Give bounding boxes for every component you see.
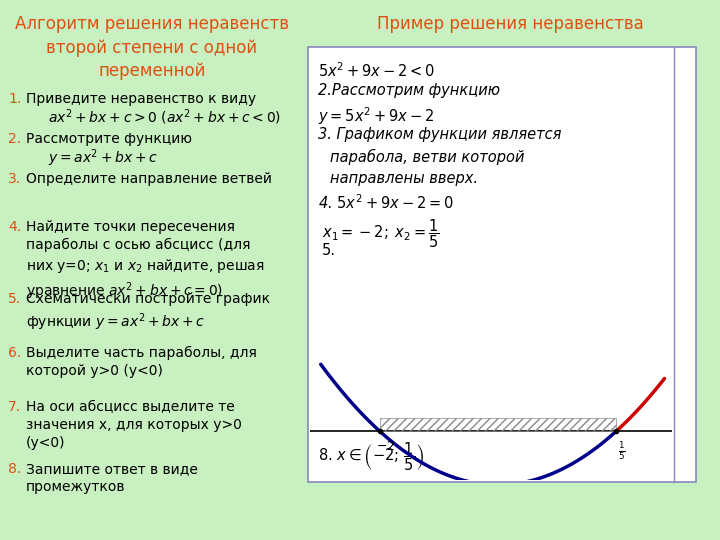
Text: 4.: 4. (8, 220, 21, 234)
Text: Приведите неравенство к виду: Приведите неравенство к виду (26, 92, 256, 106)
Bar (308, 47, 696, 482)
Text: Пример решения неравенства: Пример решения неравенства (377, 15, 644, 33)
Text: $y=5x^2+9x-2$: $y=5x^2+9x-2$ (318, 105, 434, 127)
Text: 8. $x\in\left(-2;\,\dfrac{1}{5}\right)$: 8. $x\in\left(-2;\,\dfrac{1}{5}\right)$ (318, 440, 424, 472)
Text: Схематически постройте график
функции $y=ax^2+bx+c$: Схематически постройте график функции $y… (26, 292, 270, 333)
Text: 2.: 2. (8, 132, 21, 146)
Text: $5x^2+9x-2<0$: $5x^2+9x-2<0$ (318, 61, 435, 80)
Text: 2.Рассмотрим функцию: 2.Рассмотрим функцию (318, 83, 500, 98)
Text: Определите направление ветвей: Определите направление ветвей (26, 172, 272, 186)
Text: $\frac{1}{5}$: $\frac{1}{5}$ (618, 440, 626, 462)
Text: Запишите ответ в виде
промежутков: Запишите ответ в виде промежутков (26, 462, 198, 494)
Text: $-2$: $-2$ (376, 440, 395, 453)
Text: На оси абсцисс выделите те
значения x, для которых y>0
(y<0): На оси абсцисс выделите те значения x, д… (26, 400, 242, 450)
Text: 5.: 5. (322, 243, 336, 258)
Text: 4. $5x^2+9x-2=0$: 4. $5x^2+9x-2=0$ (318, 193, 454, 212)
Text: парабола, ветви которой: парабола, ветви которой (330, 149, 524, 165)
Text: направлены вверх.: направлены вверх. (330, 171, 478, 186)
Text: 1.: 1. (8, 92, 22, 106)
Text: 3.: 3. (8, 172, 21, 186)
Text: Алгоритм решения неравенств
второй степени с одной
переменной: Алгоритм решения неравенств второй степе… (15, 15, 289, 80)
Text: 3. Графиком функции является: 3. Графиком функции является (318, 127, 562, 142)
Text: $ax^2+bx+c>0$ $(ax^2+bx+c<0)$: $ax^2+bx+c>0$ $(ax^2+bx+c<0)$ (48, 107, 281, 126)
Text: Найдите точки пересечения
параболы с осью абсцисс (для
них y=0; $x_1$ и $x_2$ на: Найдите точки пересечения параболы с ось… (26, 220, 265, 301)
Text: 7.: 7. (8, 400, 21, 414)
Text: $y=ax^2+bx+c$: $y=ax^2+bx+c$ (48, 147, 158, 168)
Text: Рассмотрите функцию: Рассмотрите функцию (26, 132, 192, 146)
Text: $x_1=-2;\; x_2= \dfrac{1}{5}$: $x_1=-2;\; x_2= \dfrac{1}{5}$ (322, 217, 440, 249)
Text: 6.: 6. (8, 346, 22, 360)
Text: Выделите часть параболы, для
которой y>0 (y<0): Выделите часть параболы, для которой y>0… (26, 346, 257, 378)
Text: 8.: 8. (8, 462, 22, 476)
Text: 5.: 5. (8, 292, 21, 306)
